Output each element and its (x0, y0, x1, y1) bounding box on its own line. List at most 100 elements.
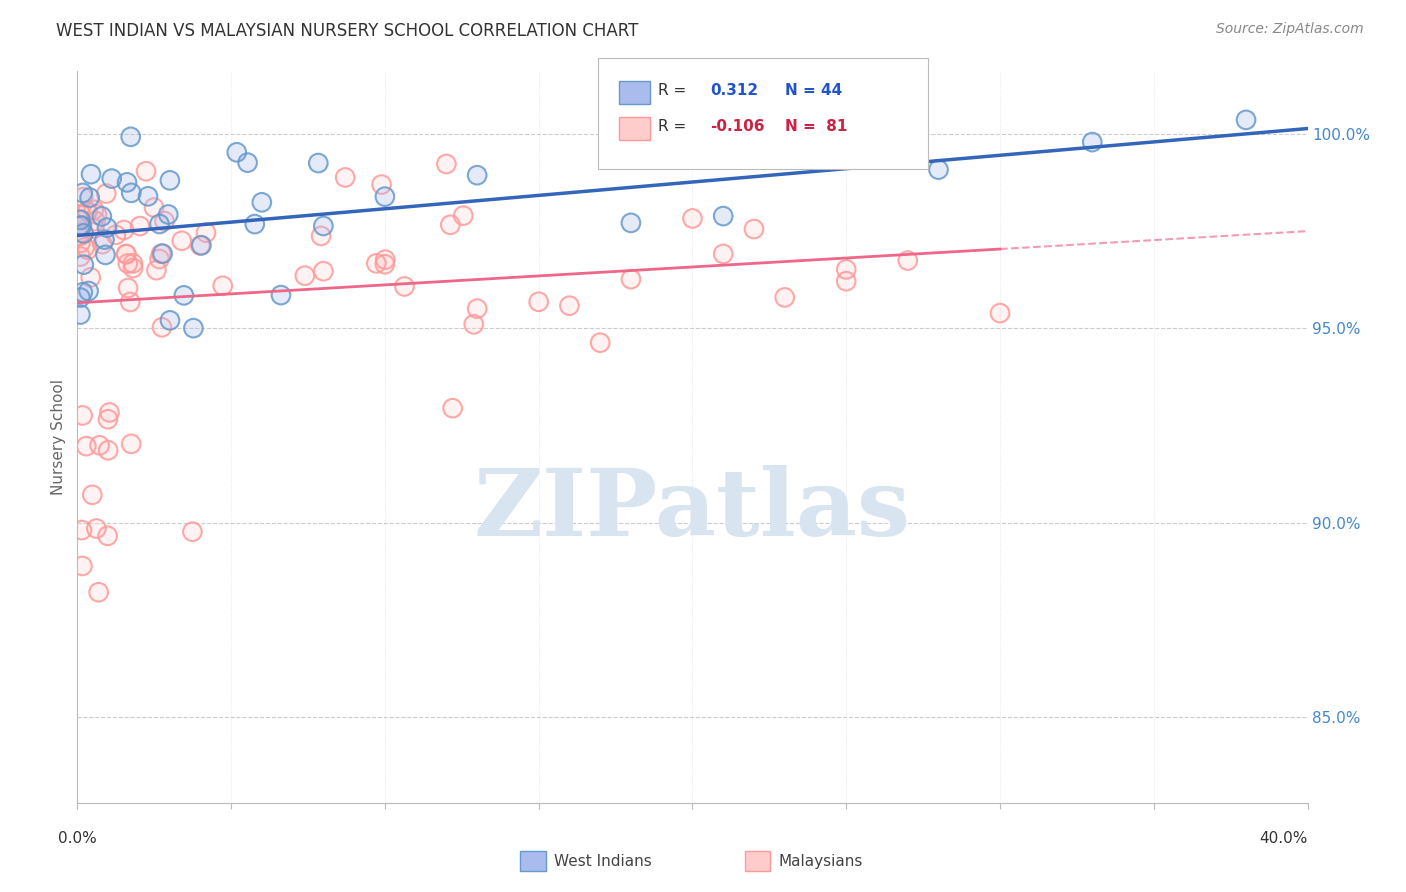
Point (589, 335, 612, 350)
Point (309, 228, 332, 243)
Point (69, 219, 91, 233)
Point (236, 155, 259, 169)
Point (374, 189, 396, 203)
Point (115, 175, 138, 189)
Point (374, 257, 396, 271)
Point (366, 256, 388, 270)
Point (75, 439, 97, 453)
Point (82, 488, 104, 502)
Point (69, 212, 91, 227)
Point (370, 178, 392, 192)
Point (370, 178, 392, 192)
Point (120, 295, 142, 310)
Point (136, 189, 159, 203)
Point (72, 285, 94, 300)
Point (104, 227, 127, 242)
Point (80, 270, 103, 285)
Text: R =: R = (658, 84, 686, 98)
Point (93, 233, 115, 247)
Point (439, 218, 461, 232)
Point (270, 288, 292, 302)
Point (91, 237, 114, 252)
Point (335, 170, 357, 185)
Point (69, 228, 91, 243)
Point (80, 167, 103, 181)
Point (312, 264, 335, 278)
Point (72, 558, 94, 573)
Point (94, 248, 117, 262)
Point (117, 256, 139, 270)
Point (243, 217, 266, 231)
Point (69, 235, 91, 250)
Point (183, 321, 205, 335)
Point (135, 164, 157, 178)
Point (153, 214, 176, 228)
Point (183, 321, 205, 335)
Point (181, 524, 204, 539)
Point (87, 585, 110, 599)
Point (80, 270, 103, 285)
Point (897, 253, 920, 268)
Point (150, 320, 173, 334)
Point (170, 234, 193, 248)
Point (312, 219, 335, 233)
Point (72, 186, 94, 200)
Point (136, 189, 159, 203)
Point (145, 263, 167, 277)
Point (589, 335, 612, 350)
Point (97, 443, 120, 458)
Point (89, 438, 111, 452)
Point (69, 291, 91, 305)
Point (682, 211, 704, 226)
Point (620, 216, 643, 230)
Point (72, 190, 94, 204)
Point (70, 523, 93, 537)
Point (366, 256, 388, 270)
Point (69, 250, 91, 264)
Point (69, 228, 91, 243)
Point (86, 208, 108, 222)
Point (148, 252, 170, 266)
Point (93, 233, 115, 247)
Point (188, 238, 211, 252)
Point (804, 148, 827, 162)
Point (97, 412, 120, 426)
Point (225, 145, 247, 160)
Point (465, 168, 488, 182)
Point (117, 256, 139, 270)
Point (312, 219, 335, 233)
Point (307, 156, 329, 170)
Point (374, 189, 396, 203)
Point (1081, 135, 1104, 149)
Point (72, 227, 94, 241)
Point (70, 207, 93, 221)
Point (988, 306, 1011, 320)
Point (115, 247, 138, 261)
Point (69, 219, 91, 233)
Point (309, 228, 332, 243)
Point (451, 209, 474, 223)
Point (143, 201, 166, 215)
Point (87, 585, 110, 599)
Point (463, 318, 485, 332)
Point (96, 220, 118, 235)
Point (100, 171, 122, 186)
Point (117, 281, 139, 295)
Text: N = 44: N = 44 (785, 84, 842, 98)
Text: ZIPatlas: ZIPatlas (474, 466, 911, 555)
Point (83, 202, 105, 217)
Point (143, 201, 166, 215)
Y-axis label: Nursery School: Nursery School (51, 379, 66, 495)
Point (159, 173, 181, 187)
Point (96, 186, 118, 201)
Point (150, 246, 173, 260)
Point (190, 238, 212, 252)
Point (988, 306, 1011, 320)
Text: 0.0%: 0.0% (58, 831, 97, 846)
Point (152, 246, 174, 260)
Point (72, 190, 94, 204)
Point (159, 173, 181, 187)
Point (270, 288, 292, 302)
Point (83, 202, 105, 217)
Point (86, 521, 108, 535)
